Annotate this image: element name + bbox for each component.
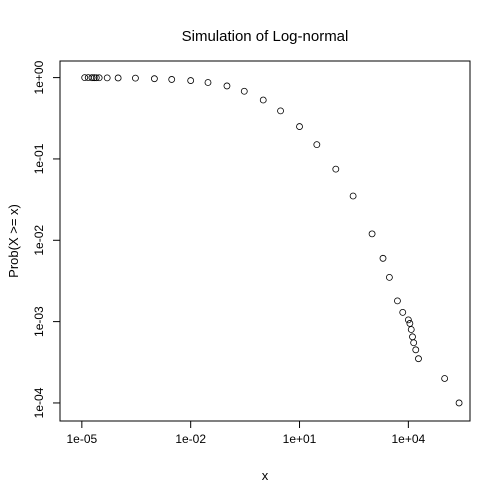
y-axis-label: Prob(X >= x) bbox=[6, 204, 21, 278]
y-tick-label: 1e-03 bbox=[32, 306, 46, 337]
data-point bbox=[385, 273, 393, 281]
data-point bbox=[349, 192, 357, 200]
data-point bbox=[368, 230, 376, 238]
x-tick-label: 1e-02 bbox=[175, 432, 206, 446]
y-tick-label: 1e-02 bbox=[32, 225, 46, 256]
y-tick-label: 1e-01 bbox=[32, 143, 46, 174]
x-tick-label: 1e-05 bbox=[66, 432, 97, 446]
data-point bbox=[88, 74, 96, 82]
data-point bbox=[296, 123, 303, 130]
y-tick-label: 1e-04 bbox=[32, 387, 46, 418]
data-point bbox=[415, 355, 422, 363]
x-axis-label: x bbox=[262, 468, 269, 483]
data-point bbox=[103, 74, 111, 82]
y-tick-label: 1e+00 bbox=[32, 60, 46, 94]
x-tick-label: 1e+01 bbox=[283, 432, 317, 446]
data-point bbox=[379, 254, 387, 262]
data-point bbox=[313, 141, 321, 149]
y-axis: 1e-04 1e-03 1e-02 1e-01 1e+00 bbox=[32, 60, 61, 418]
data-point bbox=[204, 79, 212, 86]
data-point bbox=[404, 316, 412, 324]
data-point bbox=[114, 74, 122, 82]
data-point bbox=[132, 74, 139, 82]
data-point bbox=[90, 74, 98, 82]
data-point bbox=[412, 346, 420, 354]
data-point bbox=[394, 297, 401, 305]
data-point bbox=[332, 165, 340, 173]
data-point bbox=[259, 96, 267, 104]
data-point bbox=[455, 399, 463, 407]
x-tick-label: 1e+04 bbox=[392, 432, 426, 446]
data-point bbox=[240, 87, 248, 95]
data-points bbox=[81, 74, 463, 407]
x-axis: 1e-05 1e-02 1e+01 1e+04 bbox=[66, 420, 426, 446]
data-point bbox=[168, 76, 176, 83]
data-point bbox=[407, 326, 415, 333]
data-point bbox=[399, 308, 407, 316]
data-point bbox=[151, 75, 158, 83]
data-point bbox=[95, 74, 103, 82]
data-point bbox=[223, 82, 231, 90]
data-point bbox=[277, 107, 284, 115]
data-point bbox=[187, 77, 195, 84]
chart-title: Simulation of Log-normal bbox=[182, 28, 349, 45]
data-point bbox=[441, 375, 449, 382]
data-point bbox=[410, 339, 418, 347]
data-point bbox=[92, 74, 100, 82]
data-point bbox=[81, 74, 89, 82]
